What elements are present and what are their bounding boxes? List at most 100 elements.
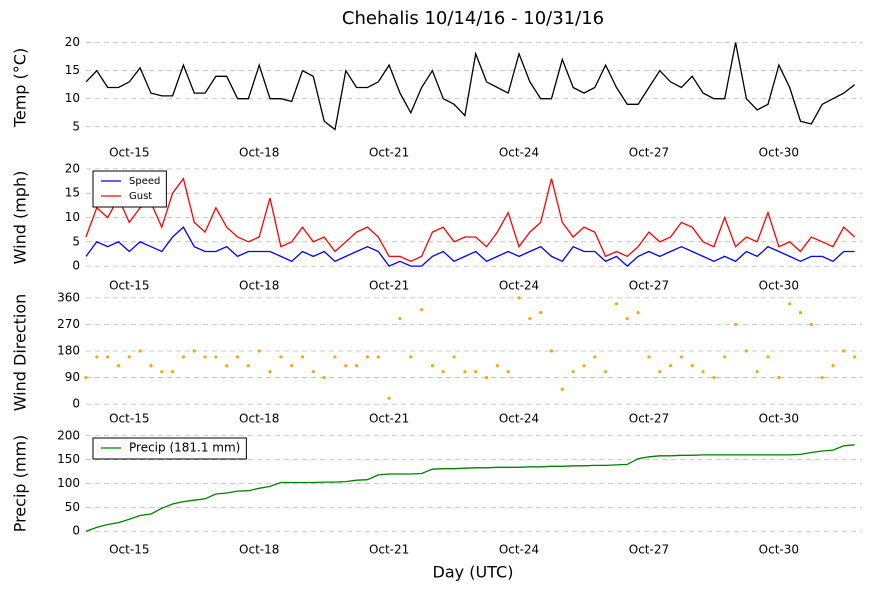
- y-tick-label: 150: [57, 452, 80, 466]
- data-point: [506, 370, 510, 374]
- x-tick-label: Oct-24: [499, 279, 539, 293]
- x-tick-label: Oct-18: [239, 279, 279, 293]
- y-tick-label: 15: [65, 186, 80, 200]
- x-tick-label: Oct-21: [369, 543, 409, 557]
- data-point: [225, 364, 229, 368]
- data-point: [333, 355, 337, 359]
- data-point: [181, 355, 186, 359]
- y-tick-label: 0: [72, 259, 80, 273]
- x-tick-label: Oct-30: [759, 543, 799, 557]
- data-point: [95, 355, 99, 359]
- y-tick-label: 360: [57, 290, 80, 304]
- data-point: [300, 355, 305, 359]
- data-point: [593, 355, 597, 359]
- data-point: [474, 370, 478, 374]
- y-tick-label: 270: [57, 317, 80, 331]
- data-point: [495, 364, 499, 368]
- data-point: [376, 355, 380, 359]
- legend: Speed Gust: [92, 170, 167, 208]
- data-point: [171, 370, 175, 374]
- legend-label: Gust: [129, 191, 152, 202]
- data-point: [733, 322, 738, 327]
- x-tick-label: Oct-27: [629, 279, 669, 293]
- y-tick-label: 0: [72, 397, 80, 411]
- figure-title: Chehalis 10/14/16 - 10/31/16: [342, 8, 604, 29]
- data-point: [647, 355, 651, 359]
- data-point: [582, 364, 586, 368]
- data-point: [149, 364, 153, 368]
- x-tick-label: Oct-24: [499, 146, 539, 160]
- data-point: [257, 349, 261, 353]
- x-tick-label: Oct-21: [369, 412, 409, 426]
- x-tick-label: Oct-27: [629, 543, 669, 557]
- data-point: [344, 364, 348, 368]
- data-point: [755, 370, 759, 374]
- data-point: [549, 349, 554, 353]
- y-axis-label: Wind Direction: [11, 294, 30, 412]
- data-point: [430, 364, 435, 368]
- data-point: [853, 355, 857, 359]
- data-point: [636, 311, 640, 315]
- data-point: [723, 355, 727, 359]
- data-point: [311, 370, 315, 374]
- data-point: [84, 375, 88, 380]
- x-tick-label: Oct-15: [109, 412, 149, 426]
- data-point: [614, 302, 619, 306]
- x-tick-label: Oct-15: [109, 543, 149, 557]
- data-point: [809, 322, 813, 327]
- data-point: [203, 355, 207, 359]
- y-tick-label: 0: [72, 524, 80, 538]
- x-tick-label: Oct-15: [109, 146, 149, 160]
- data-point: [560, 387, 564, 391]
- x-tick-label: Oct-24: [499, 412, 539, 426]
- x-tick-label: Oct-27: [629, 146, 669, 160]
- x-tick-label: Oct-30: [759, 146, 799, 160]
- data-point: [701, 370, 705, 374]
- data-point: [604, 370, 608, 374]
- legend-label: Speed: [129, 176, 160, 187]
- y-axis-label: Temp (°C): [11, 48, 30, 128]
- data-point: [820, 375, 824, 380]
- data-point: [214, 355, 218, 359]
- data-point: [192, 349, 196, 353]
- x-axis-label: Day (UTC): [433, 563, 514, 582]
- data-point: [116, 364, 121, 368]
- data-point: [484, 375, 489, 380]
- data-point: [355, 364, 359, 368]
- data-point: [127, 355, 131, 359]
- y-axis-label: Wind (mph): [11, 171, 30, 265]
- data-point: [279, 355, 283, 359]
- data-point: [290, 364, 294, 368]
- data-point: [658, 370, 662, 374]
- x-tick-label: Oct-21: [369, 146, 409, 160]
- x-tick-label: Oct-18: [239, 412, 279, 426]
- y-tick-label: 200: [57, 428, 80, 442]
- data-point: [712, 375, 716, 380]
- data-point: [420, 308, 424, 312]
- y-tick-label: 5: [72, 234, 80, 248]
- data-point: [409, 355, 413, 359]
- data-point: [517, 296, 521, 300]
- data-point: [539, 311, 543, 315]
- y-tick-label: 20: [65, 161, 80, 175]
- data-point: [268, 370, 272, 374]
- x-tick-label: Oct-30: [759, 412, 799, 426]
- data-point: [788, 302, 792, 306]
- y-tick-label: 90: [65, 370, 80, 384]
- x-tick-label: Oct-24: [499, 543, 539, 557]
- data-point: [798, 311, 803, 315]
- data-point: [387, 396, 391, 400]
- data-point: [571, 370, 575, 374]
- data-point: [160, 370, 164, 374]
- y-tick-label: 15: [65, 63, 80, 77]
- data-line: [85, 444, 855, 532]
- data-point: [744, 349, 748, 353]
- y-axis-label: Precip (mm): [11, 435, 30, 533]
- data-point: [668, 364, 673, 368]
- x-tick-label: Oct-27: [629, 412, 669, 426]
- data-point: [441, 370, 445, 374]
- data-point: [246, 364, 250, 368]
- y-tick-label: 10: [65, 210, 80, 224]
- legend-box: [92, 170, 167, 208]
- data-point: [365, 355, 370, 359]
